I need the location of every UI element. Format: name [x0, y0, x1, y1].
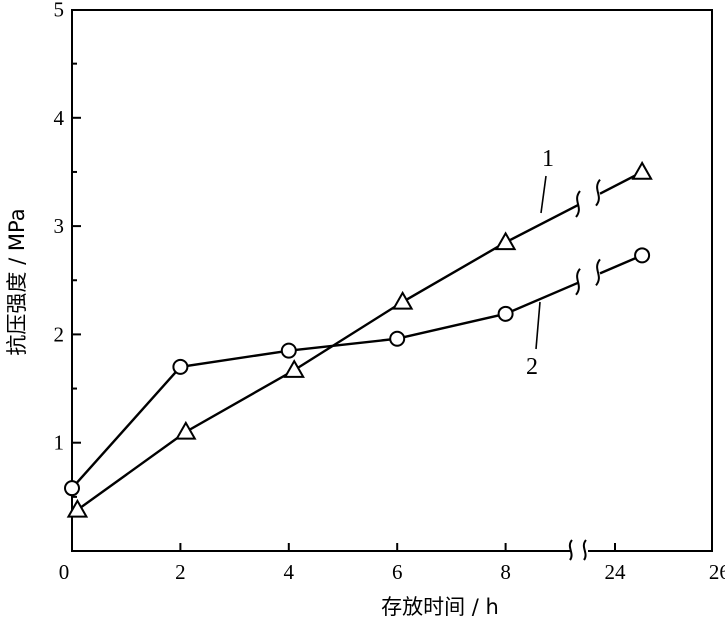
axis-labels: 存放时间 / h 抗压强度 / MPa	[5, 208, 499, 619]
x-axis-title: 存放时间 / h	[381, 595, 499, 619]
x-tick-label: 8	[500, 560, 511, 584]
triangle-marker	[175, 420, 197, 440]
series-1-label: 1	[542, 146, 554, 172]
x-tick-label: 4	[284, 560, 295, 584]
circle-marker	[497, 305, 514, 322]
triangle-marker	[494, 231, 517, 251]
y-axis-title: 抗压强度 / MPa	[5, 208, 29, 355]
x-axis-break-mark	[568, 539, 573, 561]
x-tick-label: 0	[59, 560, 70, 584]
y-tick-label: 2	[54, 322, 65, 346]
series-break-mark	[595, 258, 601, 287]
series-break-mark	[575, 190, 581, 218]
series-line	[71, 281, 579, 489]
triangle-marker	[283, 359, 305, 378]
x-axis-break-mark	[582, 539, 587, 561]
triangle-marker	[631, 160, 653, 180]
circle-marker	[634, 247, 651, 264]
series-break-mark	[595, 179, 601, 207]
circle-marker	[64, 480, 80, 497]
y-tick-label: 4	[54, 106, 65, 130]
y-tick-label: 1	[54, 431, 65, 455]
y-tick-label: 5	[54, 0, 65, 22]
plot-border	[71, 9, 713, 552]
x-tick-label: 2	[175, 560, 186, 584]
x-tick-label: 26	[709, 560, 725, 584]
y-tick-label: 3	[54, 214, 65, 238]
series-line	[76, 203, 579, 511]
circle-marker	[389, 330, 406, 347]
x-axis-break-gap	[570, 548, 588, 554]
series-2-label: 2	[526, 354, 538, 380]
circle-marker	[172, 358, 189, 375]
x-tick-label: 6	[392, 560, 403, 584]
plot-frame	[71, 9, 713, 561]
series-2-leader	[535, 301, 541, 350]
series-2	[64, 247, 651, 497]
x-tick-label: 24	[605, 560, 627, 584]
series-1	[66, 160, 653, 518]
series-1-leader	[540, 175, 547, 214]
triangle-marker	[66, 498, 89, 518]
series-break-mark	[575, 268, 581, 296]
circle-marker	[280, 342, 297, 359]
data-series: 12	[64, 146, 653, 518]
triangle-marker	[391, 290, 414, 310]
